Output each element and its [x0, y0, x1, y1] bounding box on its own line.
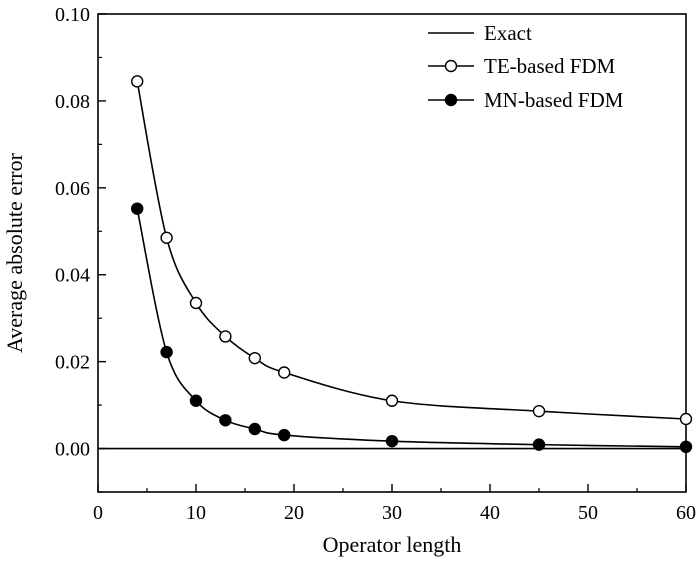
- data-point-te-based-fdm: [385, 394, 399, 407]
- data-point-mn-based-fdm: [160, 345, 173, 359]
- x-tick-label: 50: [578, 502, 598, 524]
- x-tick-label: 60: [676, 502, 696, 524]
- legend-label-exact: Exact: [484, 21, 532, 45]
- y-tick-label: 0.04: [55, 265, 90, 287]
- data-point-te-based-fdm: [248, 351, 262, 365]
- data-point-mn-based-fdm: [385, 434, 399, 448]
- legend-marker-mn-based-fdm: [444, 93, 458, 107]
- y-tick-label: 0.08: [55, 91, 90, 113]
- data-point-mn-based-fdm: [278, 428, 291, 442]
- x-tick-label: 40: [480, 502, 500, 524]
- x-tick-label: 30: [382, 502, 402, 524]
- data-point-mn-based-fdm: [189, 394, 203, 407]
- data-point-mn-based-fdm: [532, 438, 546, 451]
- legend-item-te-based-fdm: TE-based FDM: [428, 54, 616, 78]
- data-point-mn-based-fdm: [679, 440, 693, 454]
- y-tick-labels: 0.00 0.02 0.04 0.06 0.08 0.10: [55, 4, 90, 461]
- legend-label-mn-based-fdm: MN-based FDM: [484, 88, 624, 112]
- y-tick-label: 0.06: [55, 178, 90, 200]
- x-tick-label: 0: [93, 502, 103, 524]
- legend-label-te-based-fdm: TE-based FDM: [484, 54, 616, 78]
- legend-item-mn-based-fdm: MN-based FDM: [428, 88, 624, 112]
- y-axis-title: Average absolute error: [2, 152, 27, 353]
- y-tick-label: 0.10: [55, 4, 90, 26]
- x-tick-label: 20: [284, 502, 304, 524]
- data-point-mn-based-fdm: [130, 202, 144, 215]
- data-point-te-based-fdm: [679, 412, 693, 426]
- x-axis-title: Operator length: [323, 532, 462, 557]
- x-tick-labels: 0 10 20 30 40 50 60: [93, 502, 696, 524]
- data-point-te-based-fdm: [278, 366, 291, 379]
- series-markers: [130, 75, 693, 454]
- y-tick-label: 0.02: [55, 352, 90, 374]
- axis-ticks: [97, 13, 687, 493]
- legend-item-exact: Exact: [428, 21, 532, 45]
- y-tick-label: 0.00: [55, 439, 90, 461]
- x-tick-label: 10: [186, 502, 206, 524]
- plot-area-frame: [97, 13, 687, 493]
- legend-marker-te-based-fdm: [444, 59, 458, 73]
- data-point-mn-based-fdm: [219, 414, 232, 427]
- data-point-te-based-fdm: [130, 75, 144, 88]
- series-lines: [98, 81, 687, 450]
- data-point-te-based-fdm: [189, 296, 203, 310]
- legend: Exact TE-based FDM MN-based FDM: [428, 21, 624, 112]
- data-point-mn-based-fdm: [248, 422, 262, 436]
- series-line-mn-based-fdm: [136, 208, 687, 448]
- data-point-te-based-fdm: [160, 231, 173, 244]
- data-point-te-based-fdm: [219, 330, 232, 343]
- series-line-te-based-fdm: [136, 81, 687, 420]
- data-point-te-based-fdm: [532, 404, 546, 418]
